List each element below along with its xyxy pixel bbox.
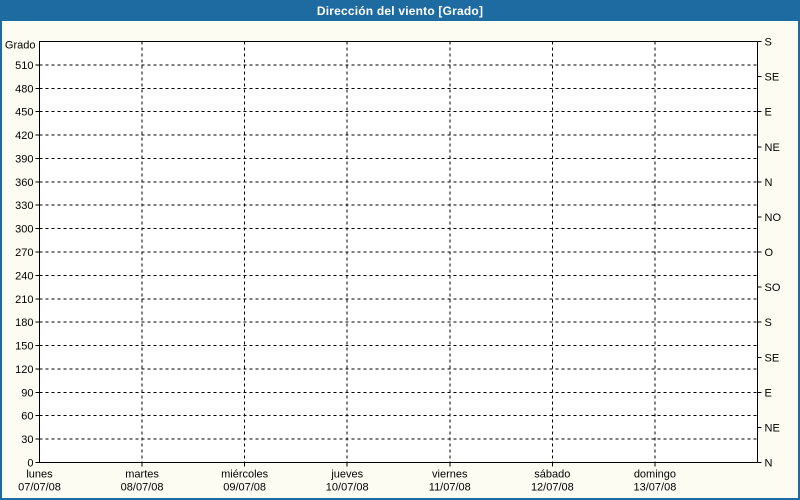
y-left-tick-label: 450 — [15, 107, 33, 119]
y-left-tick-label: 330 — [15, 200, 33, 212]
y-right-tick-label: NE — [765, 422, 780, 434]
x-day-label: martes — [125, 469, 159, 481]
y-left-tick-label: 60 — [21, 411, 33, 423]
y-right-tick-label: S — [765, 317, 772, 329]
y-right-tick-label: N — [765, 458, 773, 470]
y-left-tick-label: 150 — [15, 341, 33, 353]
y-left-tick-label: 0 — [27, 458, 33, 470]
y-left-tick-label: 480 — [15, 83, 33, 95]
x-day-label: viernes — [432, 469, 468, 481]
y-left-tick-label: 30 — [21, 434, 33, 446]
x-day-label: lunes — [26, 469, 53, 481]
y-left-tick-label: 180 — [15, 317, 33, 329]
chart-title-bar: Dirección del viento [Grado] — [2, 2, 798, 21]
chart-title: Dirección del viento [Grado] — [316, 4, 484, 18]
y-left-tick-label: 300 — [15, 224, 33, 236]
y-right-tick-label: SE — [765, 72, 780, 84]
x-date-label: 11/07/08 — [429, 482, 471, 494]
y-axis-title: Grado — [5, 40, 36, 52]
x-date-label: 09/07/08 — [223, 482, 266, 494]
y-right-tick-label: SO — [765, 282, 781, 294]
x-date-label: 12/07/08 — [531, 482, 574, 494]
plot-frame — [39, 41, 758, 463]
y-left-tick-label: 120 — [15, 364, 33, 376]
y-right-tick-label: S — [765, 37, 772, 49]
y-right-tick-label: O — [765, 247, 774, 259]
y-right-tick-label: E — [765, 387, 772, 399]
y-left-tick-label: 390 — [15, 153, 33, 165]
x-date-label: 08/07/08 — [121, 482, 164, 494]
y-right-tick-label: NE — [765, 142, 780, 154]
y-left-tick-label: 420 — [15, 130, 33, 142]
x-date-label: 13/07/08 — [634, 482, 677, 494]
y-right-tick-label: N — [765, 177, 773, 189]
y-left-tick-label: 360 — [15, 177, 33, 189]
x-date-label: 10/07/08 — [326, 482, 369, 494]
x-day-label: miércoles — [221, 469, 269, 481]
y-left-tick-label: 270 — [15, 247, 33, 259]
x-day-label: jueves — [330, 469, 363, 481]
y-left-tick-label: 510 — [15, 60, 33, 72]
y-right-tick-label: SE — [765, 352, 780, 364]
y-right-tick-label: E — [765, 107, 772, 119]
x-day-label: domingo — [634, 469, 676, 481]
y-left-tick-label: 240 — [15, 270, 33, 282]
y-right-tick-label: NO — [765, 212, 782, 224]
x-day-label: sábado — [534, 469, 570, 481]
x-date-label: 07/07/08 — [18, 482, 61, 494]
y-left-tick-label: 210 — [15, 294, 33, 306]
y-left-tick-label: 90 — [21, 387, 33, 399]
